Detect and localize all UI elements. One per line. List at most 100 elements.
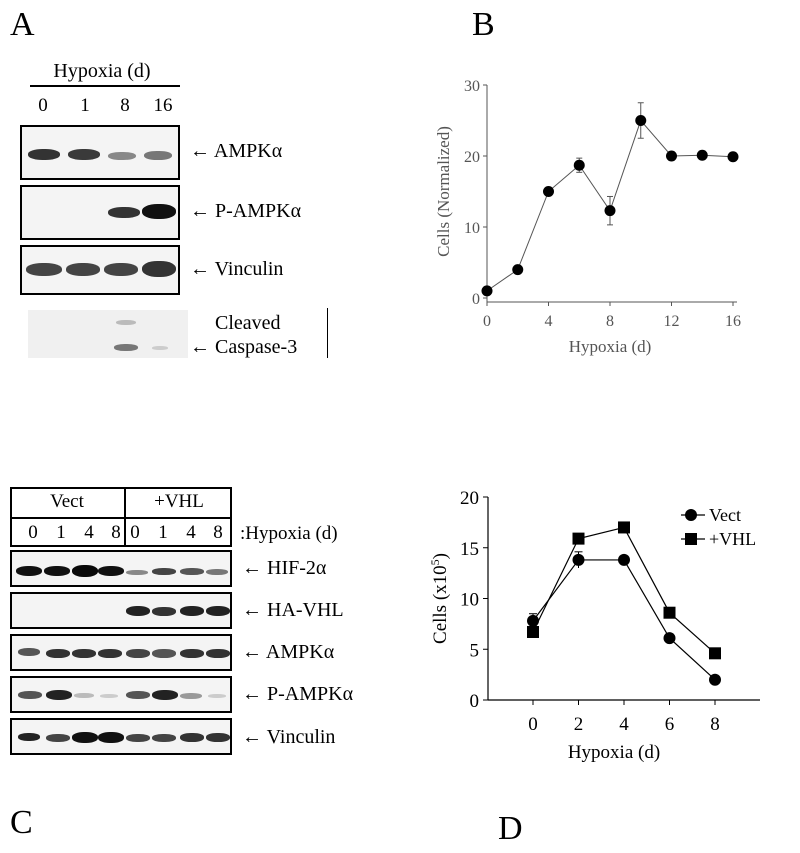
- d-x-tick-label: 2: [574, 714, 584, 735]
- band: [208, 694, 226, 698]
- d-data-point-square: [663, 606, 676, 619]
- band: [206, 649, 230, 658]
- d-x-tick-label: 0: [528, 714, 538, 735]
- band: [206, 733, 230, 742]
- group-header-split: [124, 487, 126, 547]
- band: [206, 569, 228, 575]
- b-y-tick-label: 30: [464, 78, 480, 95]
- lane-label: 4: [84, 522, 94, 543]
- band: [18, 733, 40, 741]
- band: [74, 693, 94, 698]
- lane-label: 8: [120, 95, 130, 116]
- panel-letter-d: D: [498, 810, 523, 847]
- lane-label: 1: [158, 522, 168, 543]
- band: [28, 149, 60, 160]
- band: [152, 346, 168, 350]
- b-y-axis-label: Cells (Normalized): [434, 126, 453, 257]
- d-data-point-circle: [527, 614, 539, 627]
- lane-label: 16: [153, 95, 173, 116]
- band: [180, 693, 202, 699]
- d-y-tick-label: 10: [460, 590, 479, 611]
- band: [18, 648, 40, 656]
- d-data-point-square: [709, 647, 721, 660]
- blot-label-p-ampk: ← P-AMPKα: [190, 200, 302, 222]
- caspase-label-line1: Cleaved: [215, 312, 281, 334]
- blot-p-ampk: [20, 185, 180, 240]
- d-data-point-circle: [572, 553, 585, 566]
- caspase-label-line2: ← Caspase-3: [190, 336, 298, 358]
- b-x-axis-label: Hypoxia (d): [569, 337, 652, 356]
- d-data-point-square: [527, 625, 539, 638]
- b-x-tick-label: 16: [725, 313, 741, 330]
- d-legend-marker: [685, 533, 697, 545]
- band: [72, 649, 96, 658]
- group-header-divider: [10, 517, 232, 519]
- band: [46, 649, 70, 658]
- group-label-vect: Vect: [50, 491, 84, 512]
- band: [152, 607, 176, 616]
- band: [180, 649, 204, 658]
- band: [108, 152, 136, 160]
- band: [180, 568, 204, 575]
- band: [180, 733, 204, 742]
- d-x-tick-label: 4: [619, 714, 629, 735]
- band: [66, 263, 100, 276]
- blot-c-p-ampk: [10, 676, 232, 713]
- band: [98, 649, 122, 658]
- lane-label: 8: [213, 522, 223, 543]
- b-data-point: [604, 205, 616, 217]
- d-legend-label: +VHL: [709, 529, 756, 549]
- d-x-axis-label: Hypoxia (d): [568, 742, 660, 763]
- b-data-point: [512, 264, 524, 276]
- d-x-tick-label: 8: [710, 714, 720, 735]
- hypoxia-header: Hypoxia (d): [53, 60, 151, 82]
- d-x-tick-label: 6: [665, 714, 675, 735]
- band: [142, 204, 176, 219]
- blot-label-c-vinculin: ← Vinculin: [242, 726, 336, 748]
- panel-letter-a: A: [10, 6, 35, 43]
- blot-c-ampk: [10, 634, 232, 671]
- lane-label: 4: [186, 522, 196, 543]
- band: [152, 649, 176, 658]
- d-data-point-square: [618, 521, 630, 534]
- band: [152, 568, 176, 575]
- blot-label-vinculin: ← Vinculin: [190, 258, 284, 280]
- b-data-point: [481, 285, 493, 297]
- d-legend-marker: [685, 509, 697, 521]
- caspase-bracket-line: [327, 308, 328, 358]
- band: [152, 690, 178, 700]
- b-x-tick-label: 12: [664, 313, 680, 330]
- d-y-tick-label: 0: [470, 691, 480, 712]
- band: [180, 606, 204, 616]
- band: [126, 570, 148, 575]
- band: [44, 566, 70, 576]
- band: [46, 734, 70, 742]
- header-underline: [30, 85, 180, 87]
- blot-ha-vhl: [10, 592, 232, 629]
- lane-label: 0: [38, 95, 48, 116]
- blot-cleaved-caspase: [28, 310, 188, 358]
- band: [72, 565, 98, 577]
- blot-label-ampk: ← AMPKα: [190, 140, 283, 162]
- b-x-tick-label: 8: [606, 313, 614, 330]
- band: [104, 263, 138, 276]
- blot-c-vinculin: [10, 718, 232, 755]
- lane-axis-label: :Hypoxia (d): [240, 523, 338, 544]
- lane-label: 0: [28, 522, 38, 543]
- band: [68, 149, 100, 160]
- d-legend-label: Vect: [709, 505, 741, 525]
- band: [142, 261, 176, 277]
- band: [152, 734, 176, 742]
- b-x-tick-label: 4: [545, 313, 553, 330]
- band: [126, 691, 150, 699]
- b-data-point: [727, 151, 739, 163]
- lane-label: 0: [130, 522, 140, 543]
- blot-ampk: [20, 125, 180, 180]
- b-x-tick-label: 0: [483, 313, 491, 330]
- lane-label: 1: [80, 95, 90, 116]
- lane-label: 8: [111, 522, 121, 543]
- band: [26, 263, 62, 276]
- b-data-point: [543, 186, 554, 197]
- band: [100, 694, 118, 698]
